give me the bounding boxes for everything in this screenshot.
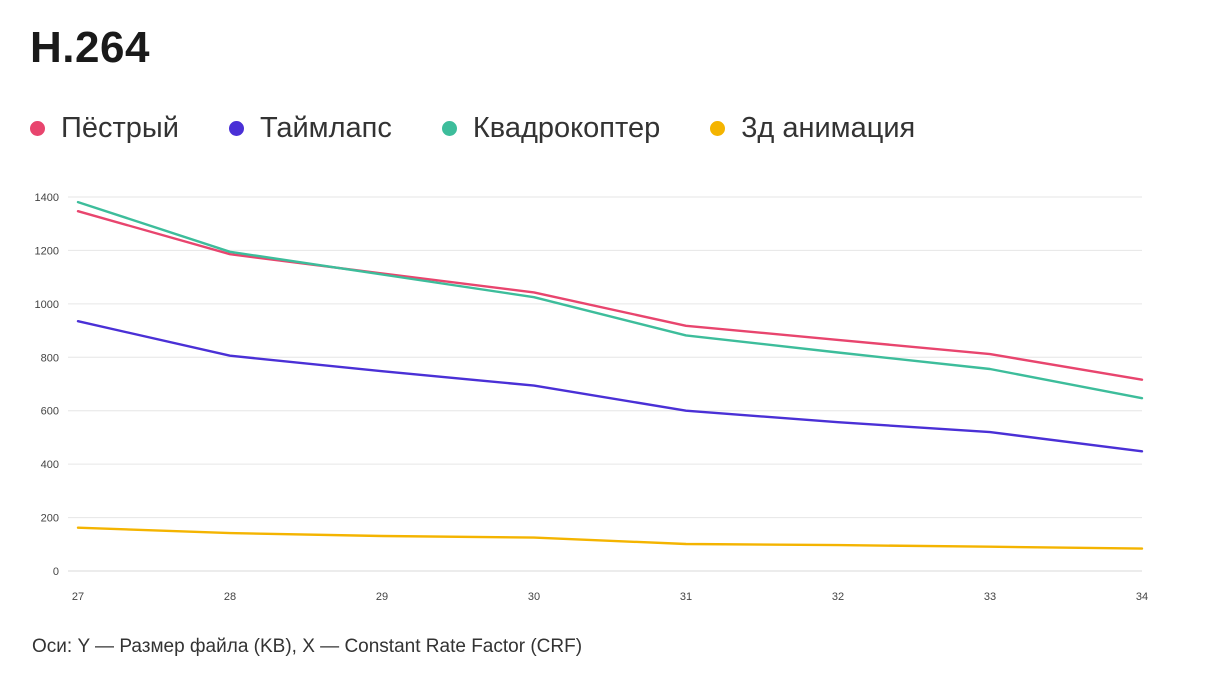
grid <box>68 196 1142 572</box>
x-axis: 27 28 29 30 31 32 33 34 <box>72 591 1148 603</box>
x-tick-label: 32 <box>832 591 844 603</box>
series <box>76 200 1144 550</box>
series-line-1 <box>76 320 1144 453</box>
legend-label: 3д анимация <box>741 111 916 144</box>
y-tick-label: 600 <box>41 406 59 418</box>
legend-dot-icon <box>30 120 45 136</box>
y-tick-label: 1400 <box>35 192 59 204</box>
x-tick-label: 27 <box>72 591 84 603</box>
y-axis: 0 200 400 600 800 1000 1200 1400 <box>35 192 59 578</box>
series-line-2 <box>76 200 1144 400</box>
x-tick-label: 30 <box>528 591 540 603</box>
legend-item-3d-animation: 3д анимация <box>710 112 915 145</box>
legend-label: Пёстрый <box>61 111 179 144</box>
axis-caption: Оси: Y — Размер файла (KB), X — Constant… <box>32 636 583 657</box>
x-tick-label: 29 <box>376 591 388 603</box>
y-tick-label: 1200 <box>35 245 59 257</box>
x-tick-label: 31 <box>680 591 692 603</box>
legend-dot-icon <box>710 120 726 136</box>
x-tick-label: 34 <box>1136 591 1148 603</box>
series-line-3 <box>76 526 1144 550</box>
legend-label: Таймлапс <box>259 111 392 144</box>
y-tick-label: 400 <box>41 459 59 471</box>
legend-item-pestry: Пёстрый <box>30 112 179 145</box>
y-tick-label: 0 <box>53 566 59 578</box>
x-tick-label: 28 <box>224 591 236 603</box>
legend-dot-icon <box>441 120 457 136</box>
chart-title: H.264 <box>30 23 150 72</box>
y-tick-label: 200 <box>41 513 59 525</box>
legend: Пёстрый Таймлапс Квадрокоптер 3д анимаци… <box>30 106 965 150</box>
legend-dot-icon <box>228 120 244 136</box>
legend-item-timelapse: Таймлапс <box>228 111 392 145</box>
series-line-0 <box>76 209 1144 381</box>
legend-item-quadcopter: Квадрокоптер <box>441 111 661 145</box>
legend-label: Квадрокоптер <box>472 111 661 144</box>
y-tick-label: 800 <box>41 352 59 364</box>
x-tick-label: 33 <box>984 591 996 603</box>
y-tick-label: 1000 <box>35 299 59 311</box>
